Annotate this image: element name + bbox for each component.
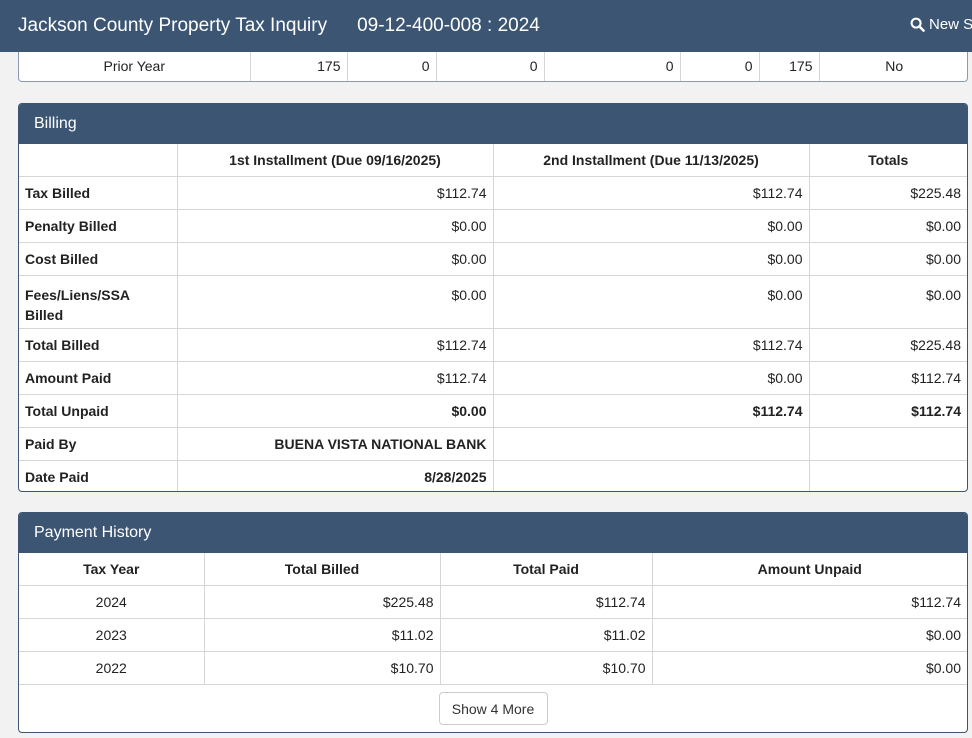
column-header: Totals (808, 144, 967, 177)
table-cell: $112.74 (492, 327, 810, 362)
column-header: 2nd Installment (Due 11/13/2025) (492, 144, 810, 177)
table-cell: $0.00 (651, 650, 967, 685)
column-header: 1st Installment (Due 09/16/2025) (176, 144, 494, 177)
table-cell: $0.00 (492, 241, 810, 276)
top-bar: Jackson County Property Tax Inquiry 09-1… (0, 0, 972, 52)
table-cell: $10.70 (203, 650, 441, 685)
row-label: Total Unpaid (19, 393, 178, 428)
table-cell: $0.00 (176, 208, 494, 243)
table-cell (492, 459, 810, 491)
table-cell: $0.00 (808, 208, 967, 243)
tax-year-cell: 2024 (19, 584, 205, 619)
table-cell: $0.00 (808, 274, 967, 329)
prior-year-label: Prior Year (19, 52, 251, 81)
row-label: Date Paid (19, 459, 178, 491)
column-header: Total Billed (203, 553, 441, 586)
table-cell: $112.74 (176, 175, 494, 210)
table-row: Date Paid 8/28/2025 (19, 459, 967, 491)
table-cell: 175 (249, 52, 348, 81)
new-search-button[interactable]: New S (910, 16, 972, 33)
table-cell: $112.74 (808, 393, 967, 428)
column-header: Tax Year (19, 553, 205, 586)
table-cell: $0.00 (176, 393, 494, 428)
row-label: Amount Paid (19, 360, 178, 395)
table-cell: $0.00 (808, 241, 967, 276)
table-cell: $112.74 (439, 584, 653, 619)
show-more-container: Show 4 More (19, 685, 967, 733)
row-label: Paid By (19, 426, 178, 461)
table-cell: 0 (679, 52, 760, 81)
payment-history-panel: Payment History Tax Year Total Billed To… (18, 512, 968, 733)
table-header-row: 1st Installment (Due 09/16/2025) 2nd Ins… (19, 144, 967, 177)
table-cell: 0 (435, 52, 545, 81)
table-row: 2022 $10.70 $10.70 $0.00 (19, 650, 967, 685)
row-label: Penalty Billed (19, 208, 178, 243)
table-cell: BUENA VISTA NATIONAL BANK (176, 426, 494, 461)
table-row: 2023 $11.02 $11.02 $0.00 (19, 617, 967, 652)
tax-year-cell: 2023 (19, 617, 205, 652)
table-row: Prior Year 175 0 0 0 0 175 No (19, 52, 967, 81)
table-row: Amount Paid $112.74 $0.00 $112.74 (19, 360, 967, 395)
app-title: Jackson County Property Tax Inquiry (18, 15, 328, 36)
table-cell: $112.74 (651, 584, 967, 619)
table-cell: $0.00 (176, 274, 494, 329)
column-header: Total Paid (439, 553, 653, 586)
table-cell: $112.74 (808, 360, 967, 395)
payment-history-header: Payment History (19, 513, 967, 553)
table-cell: $225.48 (808, 175, 967, 210)
table-row: Paid By BUENA VISTA NATIONAL BANK (19, 426, 967, 461)
tax-history-table-tail: Prior Year 175 0 0 0 0 175 No (18, 44, 968, 82)
table-cell: 175 (758, 52, 820, 81)
row-label: Fees/Liens/SSA Billed (19, 274, 178, 329)
row-label: Cost Billed (19, 241, 178, 276)
column-header (19, 144, 178, 177)
billing-table: 1st Installment (Due 09/16/2025) 2nd Ins… (19, 144, 967, 491)
row-label: Total Billed (19, 327, 178, 362)
table-cell: $225.48 (203, 584, 441, 619)
table-row: Total Unpaid $0.00 $112.74 $112.74 (19, 393, 967, 428)
column-header: Amount Unpaid (651, 553, 967, 586)
table-cell: $225.48 (808, 327, 967, 362)
table-cell: $112.74 (176, 360, 494, 395)
table-cell: $0.00 (492, 274, 810, 329)
table-cell: 0 (543, 52, 681, 81)
table-cell (492, 426, 810, 461)
table-cell: 8/28/2025 (176, 459, 494, 491)
table-cell: $0.00 (176, 241, 494, 276)
table-row: Cost Billed $0.00 $0.00 $0.00 (19, 241, 967, 276)
table-row: 2024 $225.48 $112.74 $112.74 (19, 584, 967, 619)
new-search-label: New S (929, 16, 972, 33)
table-cell: $11.02 (203, 617, 441, 652)
table-cell (808, 426, 967, 461)
table-cell: $0.00 (651, 617, 967, 652)
table-row: Total Billed $112.74 $112.74 $225.48 (19, 327, 967, 362)
table-cell: $0.00 (492, 360, 810, 395)
billing-header: Billing (19, 104, 967, 144)
payment-history-table: Tax Year Total Billed Total Paid Amount … (19, 553, 967, 685)
table-cell: $0.00 (492, 208, 810, 243)
table-row: Tax Billed $112.74 $112.74 $225.48 (19, 175, 967, 210)
show-more-button[interactable]: Show 4 More (438, 692, 548, 725)
table-cell: $112.74 (492, 393, 810, 428)
table-cell: $112.74 (492, 175, 810, 210)
table-cell (808, 459, 967, 491)
billing-panel: Billing 1st Installment (Due 09/16/2025)… (18, 103, 968, 492)
table-header-row: Tax Year Total Billed Total Paid Amount … (19, 553, 967, 586)
table-cell: 0 (346, 52, 437, 81)
tax-year-cell: 2022 (19, 650, 205, 685)
row-label: Tax Billed (19, 175, 178, 210)
table-row: Penalty Billed $0.00 $0.00 $0.00 (19, 208, 967, 243)
table-row: Fees/Liens/SSA Billed $0.00 $0.00 $0.00 (19, 274, 967, 329)
table-cell: $11.02 (439, 617, 653, 652)
table-cell: $112.74 (176, 327, 494, 362)
search-icon (910, 17, 925, 32)
table-cell: $10.70 (439, 650, 653, 685)
table-cell: No (818, 52, 967, 81)
parcel-year: 09-12-400-008 : 2024 (357, 15, 540, 36)
